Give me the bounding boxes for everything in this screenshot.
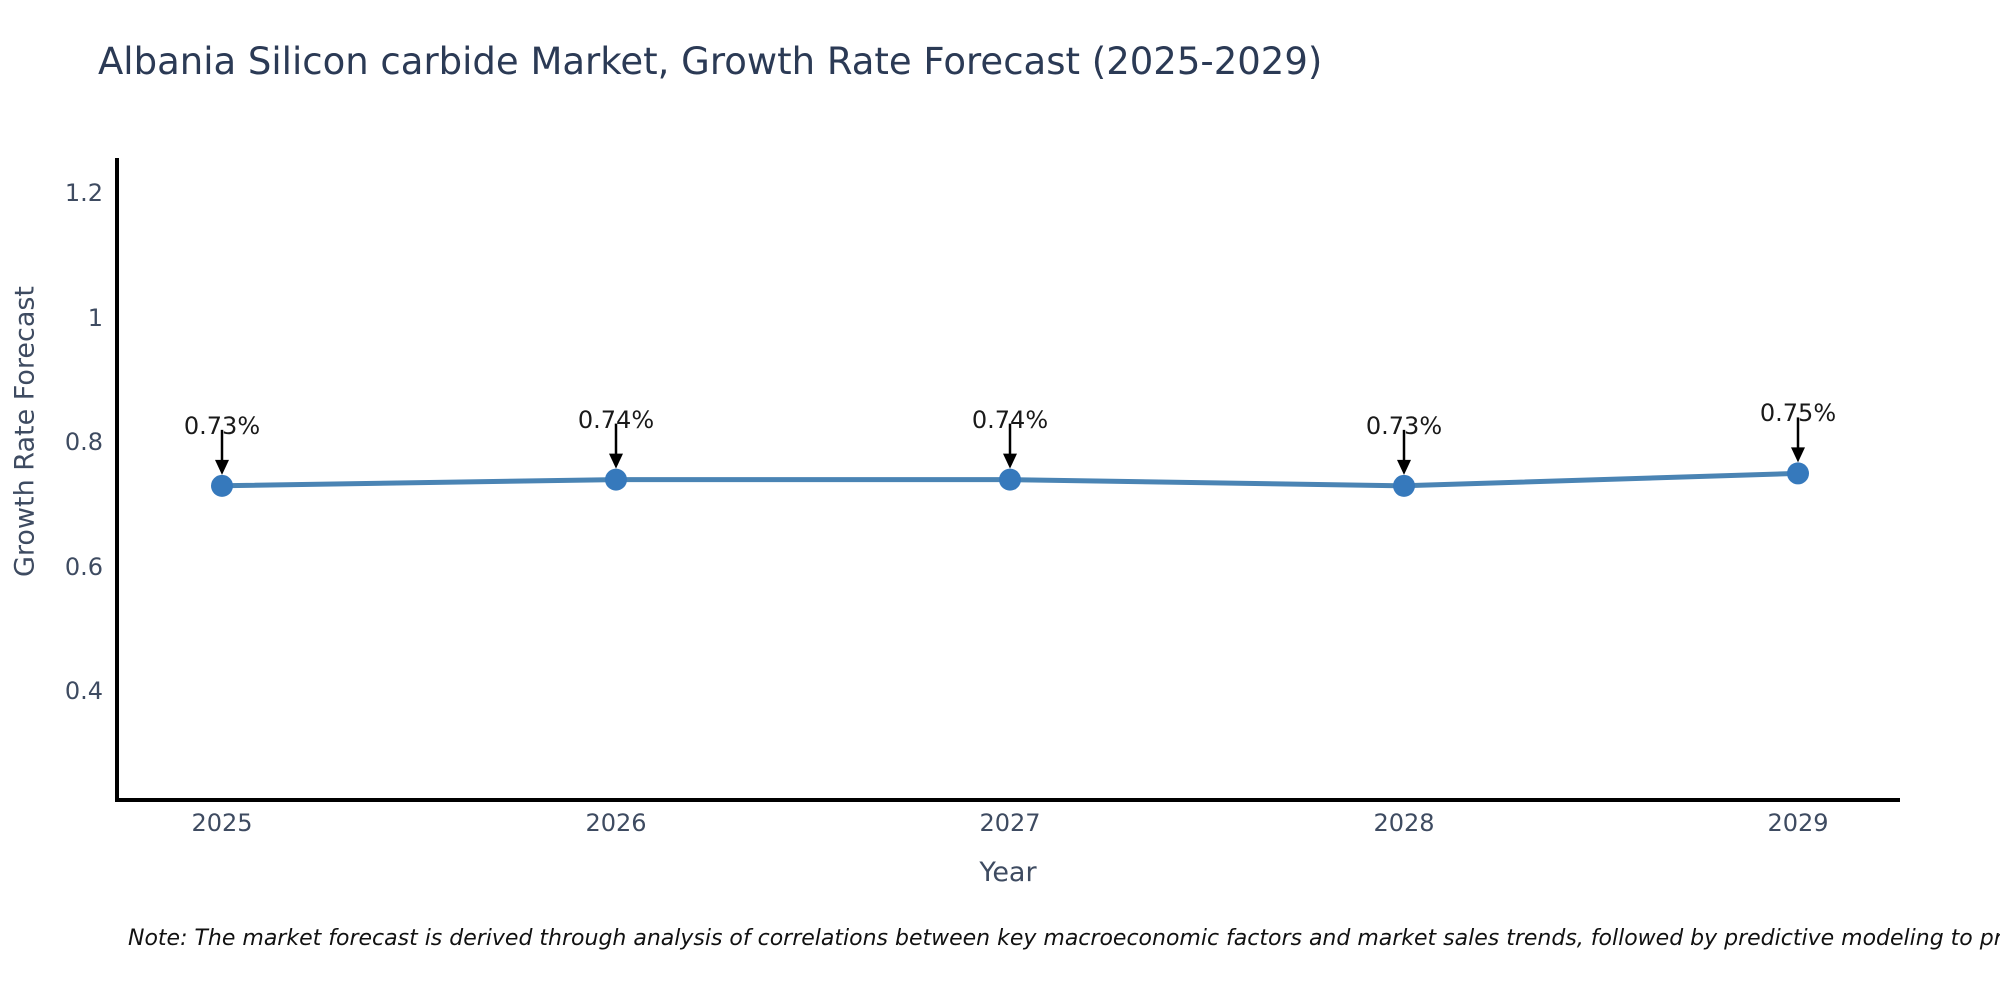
- x-axis-title: Year: [979, 857, 1037, 888]
- x-tick-label: 2026: [585, 809, 647, 837]
- point-value-label: 0.75%: [1759, 399, 1837, 427]
- data-point-marker[interactable]: [999, 468, 1021, 491]
- annotation-arrow-head: [1003, 453, 1017, 469]
- x-tick-label: 2027: [979, 809, 1041, 837]
- chart-title: Albania Silicon carbide Market, Growth R…: [98, 40, 1323, 83]
- y-tick-label: 1.2: [64, 179, 103, 207]
- y-tick-label: 0.8: [64, 428, 103, 456]
- data-point-marker[interactable]: [1393, 474, 1415, 497]
- footnote: Note: The market forecast is derived thr…: [128, 926, 2000, 951]
- point-value-label: 0.73%: [1365, 412, 1443, 440]
- annotation-arrow-head: [609, 453, 623, 469]
- point-value-label: 0.74%: [971, 406, 1049, 434]
- annotation-arrow-head: [1791, 447, 1805, 463]
- y-tick-label: 0.4: [64, 677, 103, 705]
- x-tick-label: 2025: [191, 809, 253, 837]
- y-tick-label: 1: [87, 304, 103, 332]
- annotation-arrow-head: [215, 459, 229, 475]
- data-point-marker[interactable]: [605, 468, 627, 491]
- data-point-marker[interactable]: [1787, 462, 1809, 485]
- annotation-arrow-head: [1397, 459, 1411, 475]
- point-value-label: 0.73%: [183, 412, 261, 440]
- data-point-marker[interactable]: [211, 474, 233, 497]
- x-tick-label: 2028: [1373, 809, 1435, 837]
- y-tick-label: 0.6: [64, 553, 103, 581]
- point-value-label: 0.74%: [577, 406, 655, 434]
- x-tick-label: 2029: [1767, 809, 1829, 837]
